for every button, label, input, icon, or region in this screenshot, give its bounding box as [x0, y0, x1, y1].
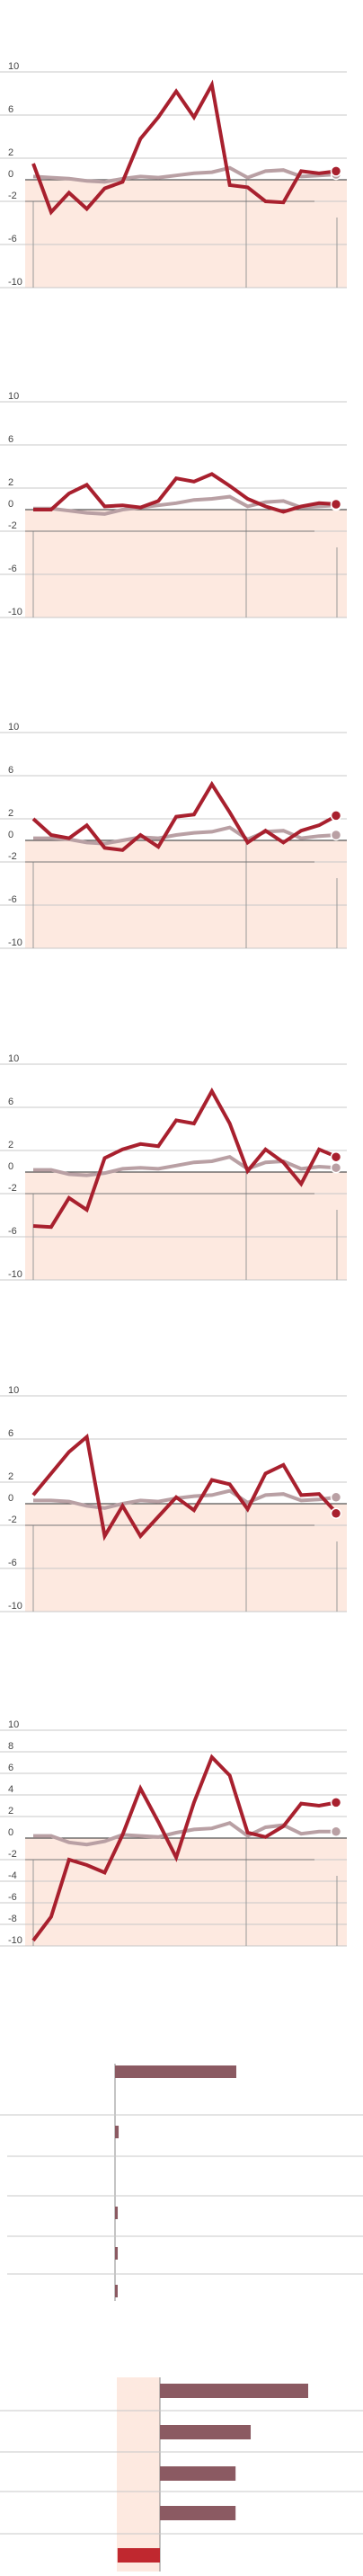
line-chart-6: 10 8 6 4 2 0 -2 -4 -6 -8 -10 — [0, 1719, 347, 1947]
series-primary-end-point — [330, 810, 342, 822]
y-tick-label: 10 — [8, 1385, 19, 1396]
y-tick-label: 8 — [8, 1741, 13, 1752]
negative-zone — [25, 840, 347, 948]
series-primary-line — [31, 780, 338, 852]
series-secondary-end-point — [330, 829, 342, 841]
bar — [117, 2548, 160, 2563]
y-tick-label: -8 — [8, 1914, 17, 1924]
y-tick-label: 10 — [8, 391, 19, 402]
y-tick-label: 6 — [8, 434, 13, 445]
y-tick-label: 0 — [8, 1827, 13, 1838]
series-secondary-line — [33, 825, 338, 846]
y-tick-label: -2 — [8, 1849, 17, 1860]
negative-zone — [25, 180, 347, 288]
bar — [115, 2126, 120, 2138]
y-tick-label: 10 — [8, 1719, 19, 1730]
series-primary-line — [31, 1433, 339, 1541]
y-tick-label: -2 — [8, 1183, 17, 1194]
series-secondary-line — [33, 494, 338, 516]
y-tick-label: -6 — [8, 234, 17, 244]
y-tick-label: 6 — [8, 1097, 13, 1107]
y-tick-label: -2 — [8, 520, 17, 531]
series-primary-end-point — [330, 1507, 342, 1520]
y-tick-label: -10 — [8, 277, 22, 288]
y-tick-label: -2 — [8, 851, 17, 862]
y-tick-label: 4 — [8, 1784, 13, 1795]
series-primary-end-point — [330, 498, 342, 511]
negative-zone — [25, 1172, 347, 1280]
negative-zone — [25, 1504, 347, 1612]
y-tick-label: -6 — [8, 1558, 17, 1568]
series-primary-end-point — [330, 1150, 342, 1163]
negative-zone — [25, 1838, 347, 1946]
bar — [160, 2466, 236, 2481]
y-tick-label: 0 — [8, 169, 13, 180]
series-primary-line — [32, 1087, 338, 1230]
y-tick-label: 6 — [8, 104, 13, 115]
series-primary-line — [33, 472, 338, 514]
bar — [115, 2207, 119, 2219]
series-secondary-end-point — [330, 1161, 342, 1174]
bar-chart-2 — [0, 2377, 363, 2572]
negative-zone — [25, 510, 347, 617]
line-chart-4: 10 6 2 0 -2 -6 -10 — [0, 1053, 347, 1281]
y-tick-label: -6 — [8, 894, 17, 905]
series-primary-end-point — [330, 165, 342, 177]
series-secondary-end-point — [330, 1825, 342, 1838]
y-tick-label: 2 — [8, 1806, 13, 1817]
line-chart-1: 10 6 2 0 -2 -6 -10 — [0, 61, 347, 289]
y-tick-label: -10 — [8, 607, 22, 617]
y-tick-label: 2 — [8, 1471, 13, 1482]
y-tick-label: 10 — [8, 722, 19, 733]
y-tick-label: 2 — [8, 808, 13, 819]
series-secondary-line — [33, 1488, 338, 1510]
bar — [160, 2425, 252, 2439]
bar-chart-1 — [0, 2064, 363, 2301]
y-tick-label: 2 — [8, 477, 13, 488]
series-secondary-line — [33, 1155, 338, 1177]
y-tick-label: 10 — [8, 61, 19, 72]
y-tick-label: 0 — [8, 1161, 13, 1172]
y-tick-label: 2 — [8, 1140, 13, 1150]
y-tick-label: -10 — [8, 1269, 22, 1280]
bar — [115, 2065, 236, 2078]
series-primary-end-point — [330, 1797, 342, 1808]
y-tick-label: -6 — [8, 1892, 17, 1903]
line-chart-5: 10 6 2 0 -2 -6 -10 — [0, 1385, 347, 1612]
bar — [115, 2247, 119, 2260]
y-tick-label: -2 — [8, 191, 17, 201]
y-tick-label: -2 — [8, 1515, 17, 1525]
y-tick-label: 0 — [8, 499, 13, 510]
y-tick-label: 2 — [8, 147, 13, 158]
y-tick-label: -10 — [8, 1601, 22, 1612]
series-primary-line — [31, 1754, 338, 1942]
bar — [160, 2384, 308, 2398]
y-tick-label: -10 — [8, 1935, 22, 1946]
negative-zone — [117, 2377, 160, 2572]
line-chart-2: 10 6 2 0 -2 -6 -10 — [0, 391, 347, 618]
y-tick-label: 10 — [8, 1053, 19, 1064]
bar — [115, 2285, 118, 2297]
y-tick-label: 0 — [8, 830, 13, 840]
y-tick-label: 6 — [8, 1428, 13, 1439]
bar — [160, 2506, 236, 2520]
y-tick-label: -10 — [8, 937, 22, 948]
series-primary-line — [31, 79, 338, 216]
line-chart-3: 10 6 2 0 -2 -6 -10 — [0, 722, 347, 949]
y-tick-label: 6 — [8, 765, 13, 776]
series-secondary-end-point — [330, 1491, 342, 1504]
y-tick-label: -4 — [8, 1870, 17, 1881]
y-tick-label: 6 — [8, 1763, 13, 1773]
y-tick-label: -6 — [8, 1226, 17, 1237]
y-tick-label: 0 — [8, 1493, 13, 1504]
series-secondary-line — [32, 165, 338, 184]
y-tick-label: -6 — [8, 564, 17, 574]
